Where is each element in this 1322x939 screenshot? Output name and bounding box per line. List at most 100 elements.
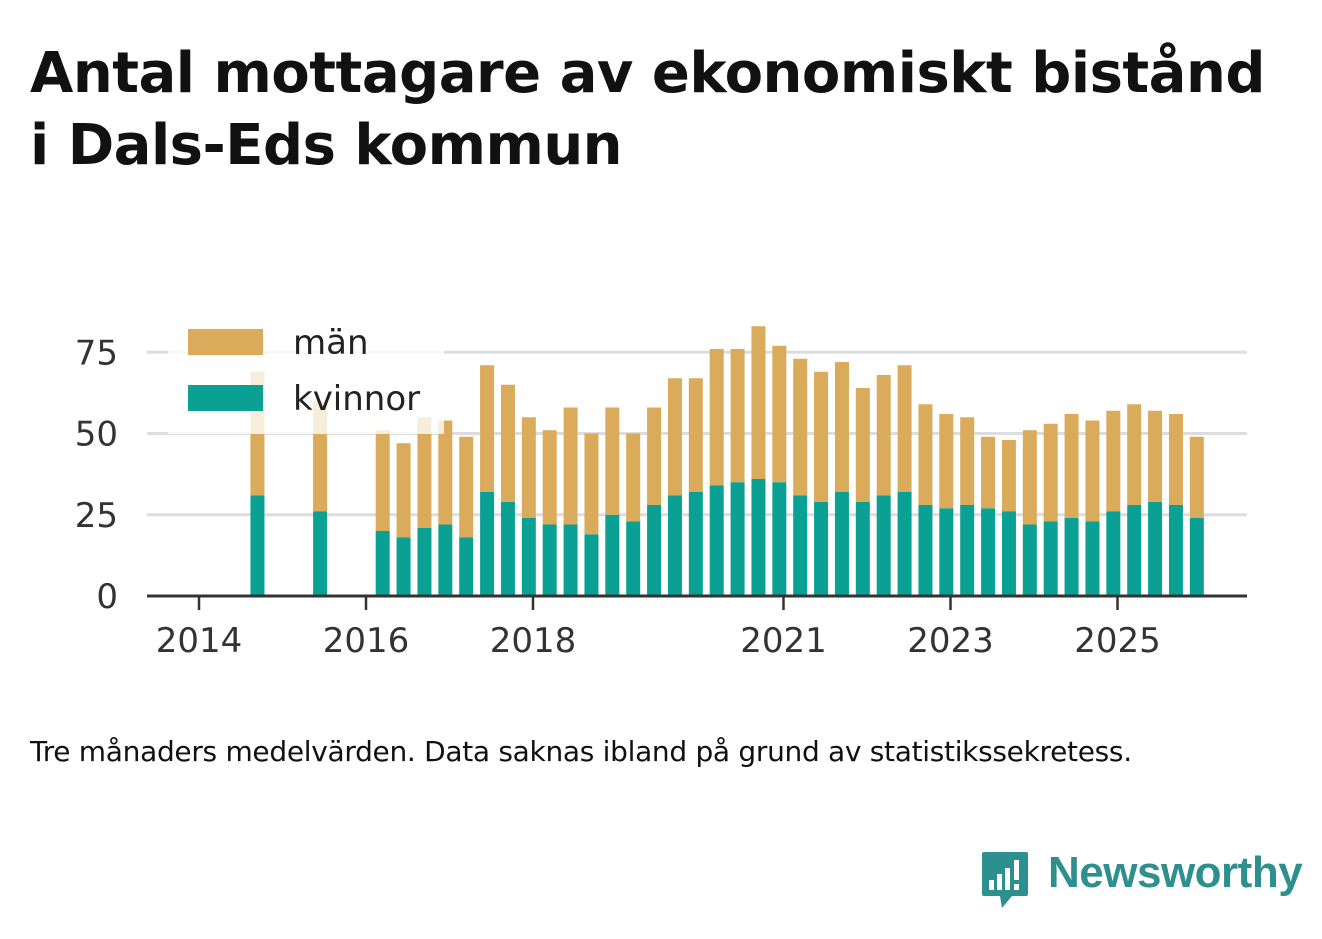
- bar-man: [709, 349, 724, 486]
- bar-man: [584, 433, 599, 535]
- legend-swatch: [188, 329, 263, 355]
- bar-kvinnor: [542, 524, 557, 596]
- axes: 0 25 50 75 2014 2016 2018 2021 2023 2025: [75, 333, 1247, 661]
- brand-logo[interactable]: Newsworthy: [980, 846, 1303, 912]
- x-tick-label: 2018: [490, 621, 577, 661]
- legend: män kvinnor: [168, 322, 444, 434]
- legend-label: män: [293, 323, 369, 363]
- bar-man: [1043, 423, 1058, 522]
- bar-kvinnor: [814, 501, 829, 596]
- bar-man: [605, 407, 620, 515]
- bar-man: [1085, 420, 1100, 522]
- bar-man: [688, 378, 703, 492]
- bar-kvinnor: [438, 524, 453, 596]
- bar-kvinnor: [730, 482, 745, 596]
- bar-kvinnor: [667, 495, 682, 596]
- bar-kvinnor: [897, 492, 912, 596]
- bar-kvinnor: [1043, 521, 1058, 596]
- bar-man: [1168, 414, 1183, 505]
- y-tick-label: 0: [96, 577, 118, 617]
- bar-kvinnor: [1168, 505, 1183, 596]
- footnote: Tre månaders medelvärden. Data saknas ib…: [30, 735, 1132, 768]
- bar-kvinnor: [313, 511, 328, 596]
- legend-swatch: [188, 385, 263, 411]
- x-tick-label: 2016: [323, 621, 410, 661]
- bar-man: [793, 358, 808, 496]
- bar-kvinnor: [563, 524, 578, 596]
- bar-kvinnor: [1148, 501, 1163, 596]
- bar-man: [814, 371, 829, 502]
- bars: [250, 326, 1204, 596]
- bar-kvinnor: [939, 508, 954, 596]
- bar-man: [521, 417, 536, 518]
- x-tick-label: 2023: [907, 621, 994, 661]
- bar-man: [1064, 414, 1079, 518]
- bar-man: [1148, 410, 1163, 502]
- bar-man: [480, 365, 495, 492]
- bar-man: [834, 362, 849, 492]
- y-tick-label: 75: [75, 333, 118, 373]
- bar-man: [751, 326, 766, 479]
- y-tick-label: 25: [75, 496, 118, 536]
- bar-man: [396, 443, 411, 538]
- bar-man: [1106, 410, 1121, 512]
- bar-kvinnor: [396, 537, 411, 596]
- chart-title: Antal mottagare av ekonomiskt bistånd i …: [30, 41, 1265, 178]
- bar-man: [730, 349, 745, 483]
- bar-kvinnor: [500, 501, 515, 596]
- bar-kvinnor: [918, 505, 933, 596]
- bar-kvinnor: [751, 479, 766, 596]
- bar-man: [1022, 430, 1037, 525]
- bar-man: [500, 384, 515, 502]
- legend-label: kvinnor: [293, 379, 420, 419]
- bar-kvinnor: [626, 521, 641, 596]
- bar-kvinnor: [459, 537, 474, 596]
- bar-man: [960, 417, 975, 505]
- x-tick-label: 2025: [1074, 621, 1161, 661]
- bar-kvinnor: [584, 534, 599, 596]
- bar-man: [1127, 404, 1142, 505]
- bar-kvinnor: [605, 514, 620, 596]
- bar-kvinnor: [375, 531, 390, 596]
- newsworthy-logo-icon: [982, 852, 1028, 908]
- bar-kvinnor: [417, 527, 432, 596]
- bar-kvinnor: [1064, 518, 1079, 596]
- bar-man: [542, 430, 557, 525]
- bar-man: [459, 436, 474, 538]
- bar-kvinnor: [960, 505, 975, 596]
- bar-kvinnor: [1001, 511, 1016, 596]
- bar-man: [563, 407, 578, 525]
- bar-man: [876, 375, 891, 496]
- y-tick-label: 50: [75, 415, 118, 455]
- bar-man: [1001, 440, 1016, 512]
- bar-man: [855, 388, 870, 502]
- bar-kvinnor: [793, 495, 808, 596]
- bar-man: [667, 378, 682, 496]
- bar-kvinnor: [688, 492, 703, 596]
- bar-kvinnor: [1085, 521, 1100, 596]
- x-tick-label: 2021: [740, 621, 827, 661]
- bar-kvinnor: [1022, 524, 1037, 596]
- x-tick-label: 2014: [156, 621, 243, 661]
- bar-man: [1189, 436, 1204, 518]
- bar-man: [897, 365, 912, 492]
- bar-kvinnor: [250, 495, 265, 596]
- bar-kvinnor: [521, 518, 536, 596]
- bar-man: [626, 433, 641, 522]
- bar-man: [772, 345, 787, 483]
- bar-kvinnor: [647, 505, 662, 596]
- bar-kvinnor: [855, 501, 870, 596]
- bar-chart: 0 25 50 75 2014 2016 2018 2021 2023 2025 män kvinn…: [75, 322, 1247, 661]
- bar-kvinnor: [480, 492, 495, 596]
- bar-kvinnor: [1127, 505, 1142, 596]
- bar-kvinnor: [1106, 511, 1121, 596]
- bar-man: [417, 417, 432, 528]
- brand-name: Newsworthy: [1048, 848, 1303, 897]
- bar-kvinnor: [1189, 518, 1204, 596]
- bar-man: [375, 430, 390, 531]
- bar-man: [918, 404, 933, 505]
- bar-kvinnor: [709, 485, 724, 596]
- bar-man: [939, 414, 954, 509]
- bar-man: [981, 436, 996, 509]
- bar-kvinnor: [981, 508, 996, 596]
